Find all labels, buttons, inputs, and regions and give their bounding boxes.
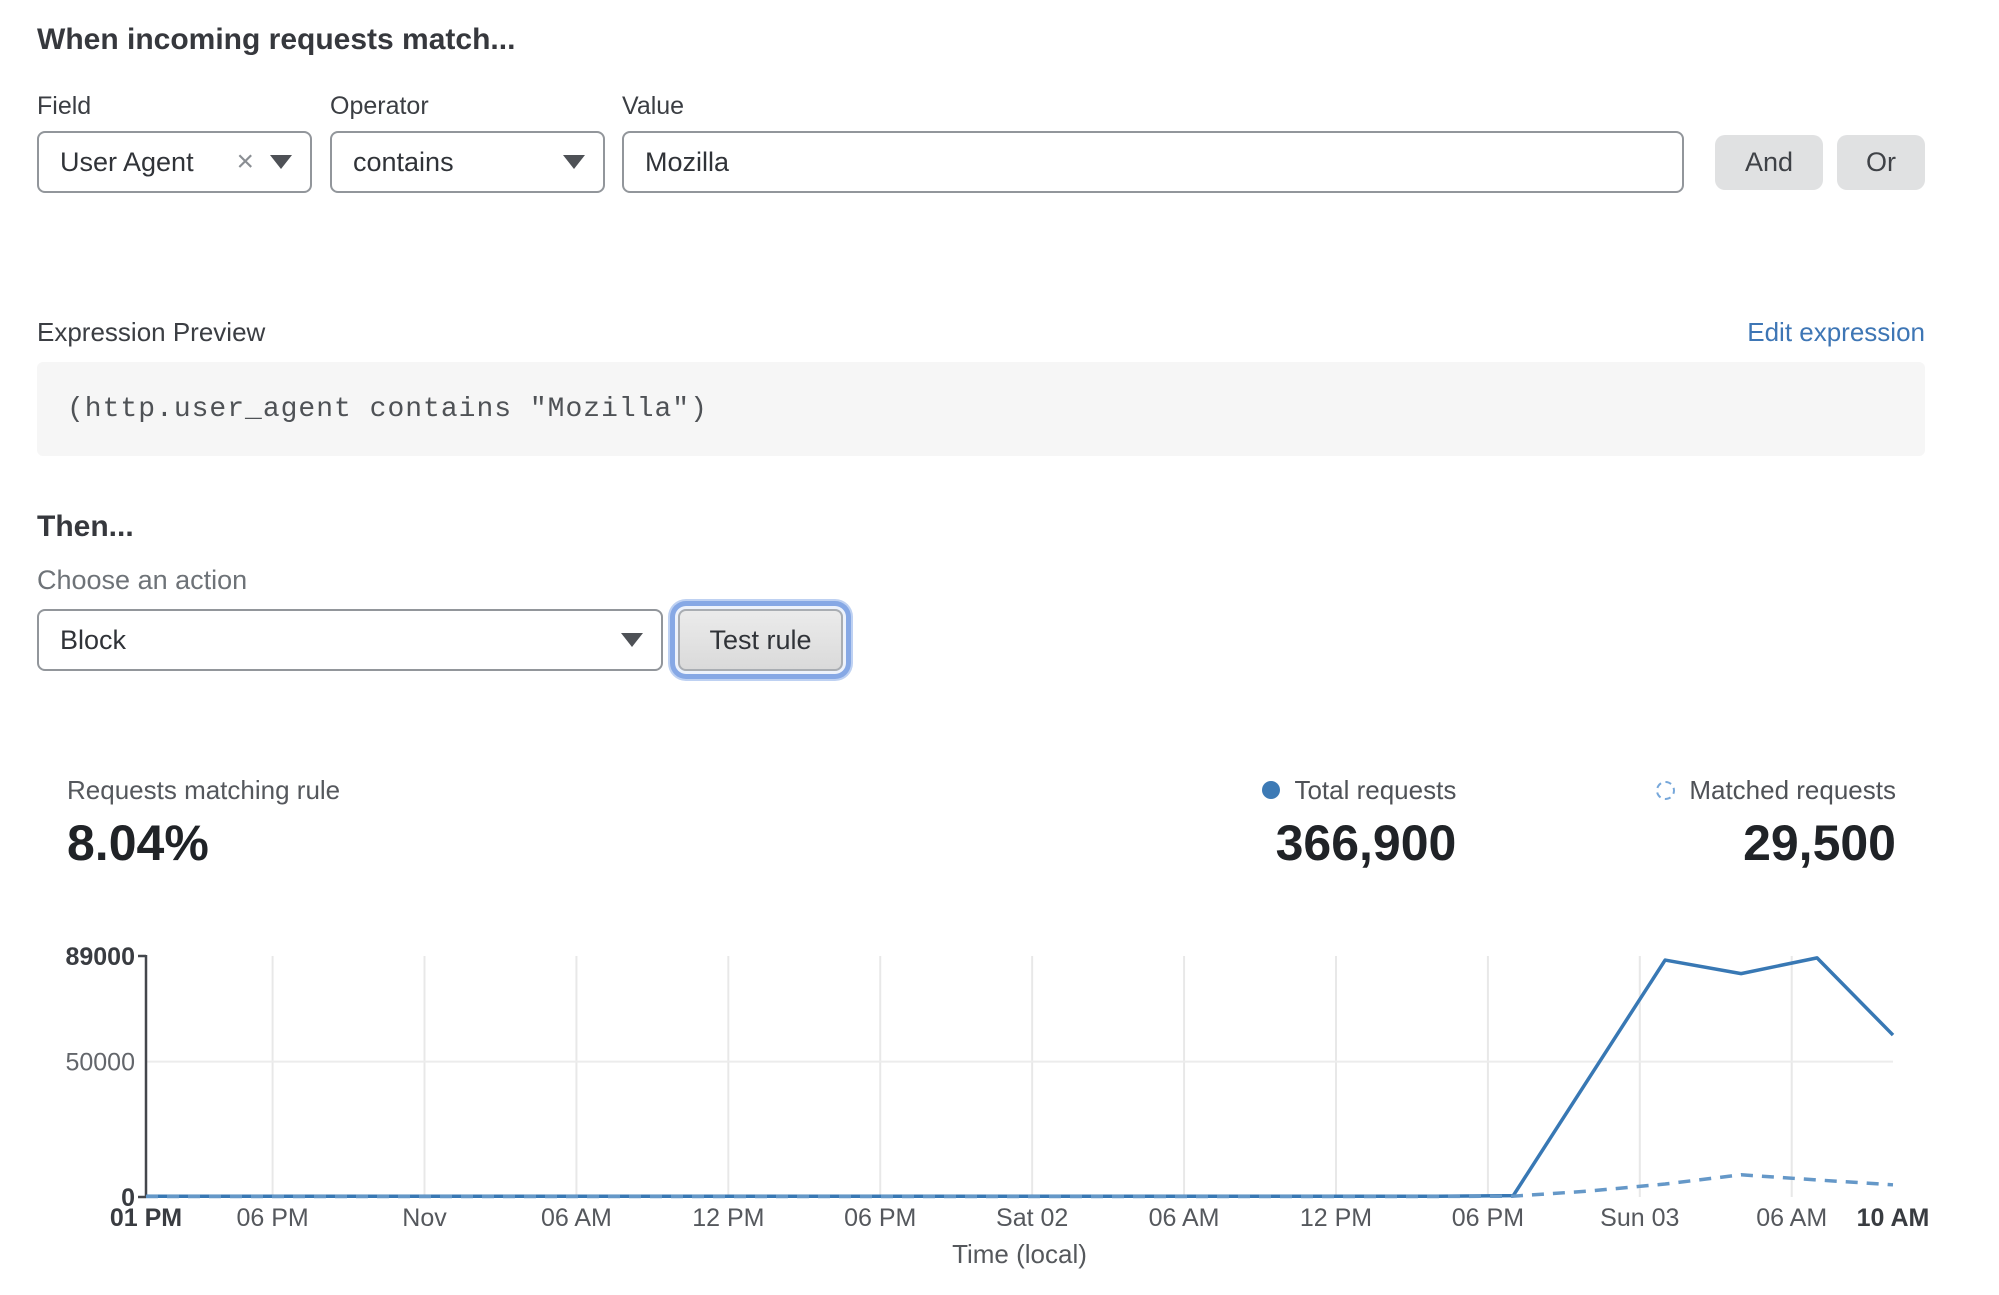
action-select-value: Block	[60, 624, 127, 655]
svg-text:06 AM: 06 AM	[1756, 1204, 1827, 1232]
chevron-down-icon	[270, 155, 292, 169]
field-group: Field User Agent ×	[37, 92, 312, 193]
operator-group: Operator contains	[330, 92, 605, 193]
value-label: Value	[622, 92, 685, 120]
requests-chart: 89000 50000 0 01 PM 06 PM Nov 06 AM 12 PM 06 PM S…	[65, 941, 1929, 1276]
legend-label: Total requests	[1294, 775, 1457, 805]
svg-text:0: 0	[121, 1184, 135, 1212]
expression-preview-label: Expression Preview	[37, 317, 266, 347]
condition-row: Field User Agent × Operator contains Val…	[37, 92, 1925, 193]
legend-value: 29,500	[1743, 815, 1896, 871]
value-group: Value	[622, 92, 1684, 193]
chart-legend: Total requests 366,900 Matched requests …	[1262, 775, 1896, 871]
requests-chart-svg: 89000 50000 001 PM 06 PM Nov 06 AM 12 PM 06 PM S…	[65, 943, 1929, 1269]
svg-text:50000: 50000	[65, 1049, 135, 1077]
then-title: Then...	[37, 510, 134, 543]
field-label: Field	[37, 92, 92, 120]
field-select[interactable]: User Agent ×	[37, 131, 312, 193]
svg-text:Sat 02: Sat 02	[996, 1204, 1068, 1232]
svg-text:01 PM: 01 PM	[110, 1204, 182, 1232]
svg-text:12 PM: 12 PM	[1300, 1204, 1372, 1232]
clear-icon[interactable]: ×	[236, 145, 254, 178]
solid-dot-icon	[1262, 781, 1281, 799]
matching-stat: Requests matching rule 8.04%	[67, 775, 340, 871]
svg-text:Nov: Nov	[402, 1204, 447, 1232]
operator-select[interactable]: contains	[330, 131, 605, 193]
value-input[interactable]	[622, 131, 1684, 193]
svg-text:12 PM: 12 PM	[692, 1204, 764, 1232]
legend-total-requests: Total requests 366,900	[1262, 775, 1456, 871]
matching-stat-value: 8.04%	[67, 815, 209, 871]
svg-text:10 AM: 10 AM	[1857, 1204, 1930, 1232]
dashed-circle-icon	[1656, 780, 1676, 800]
svg-text:06 AM: 06 AM	[1149, 1204, 1220, 1232]
choose-action-label: Choose an action	[37, 565, 248, 595]
or-button[interactable]: Or	[1837, 134, 1925, 190]
legend-value: 366,900	[1275, 815, 1457, 871]
legend-label: Matched requests	[1689, 775, 1896, 805]
svg-text:06 PM: 06 PM	[236, 1204, 308, 1232]
chevron-down-icon	[563, 155, 585, 169]
and-button[interactable]: And	[1715, 134, 1823, 190]
svg-text:06 AM: 06 AM	[541, 1204, 612, 1232]
expression-code: (http.user_agent contains "Mozilla")	[37, 362, 1925, 456]
stats-row: Requests matching rule 8.04% Total reque…	[67, 775, 1896, 871]
test-rule-button[interactable]: Test rule	[678, 609, 843, 671]
action-row: Block Test rule	[37, 609, 1925, 671]
svg-text:06 PM: 06 PM	[1452, 1204, 1524, 1232]
page-title: When incoming requests match...	[37, 23, 516, 56]
chevron-down-icon	[621, 633, 643, 647]
svg-text:89000: 89000	[65, 943, 135, 971]
svg-text:Time (local): Time (local)	[952, 1239, 1087, 1269]
operator-label: Operator	[330, 92, 429, 120]
field-select-value: User Agent	[60, 146, 194, 177]
svg-text:06 PM: 06 PM	[844, 1204, 916, 1232]
logic-buttons: And Or	[1715, 131, 1925, 193]
edit-expression-link[interactable]: Edit expression	[1747, 317, 1925, 347]
expression-preview-section: Expression Preview Edit expression (http…	[37, 317, 1925, 456]
matching-stat-label: Requests matching rule	[67, 775, 341, 805]
legend-matched-requests: Matched requests 29,500	[1656, 775, 1896, 871]
operator-select-value: contains	[353, 146, 454, 177]
action-select[interactable]: Block	[37, 609, 663, 671]
svg-text:Sun 03: Sun 03	[1600, 1204, 1679, 1232]
